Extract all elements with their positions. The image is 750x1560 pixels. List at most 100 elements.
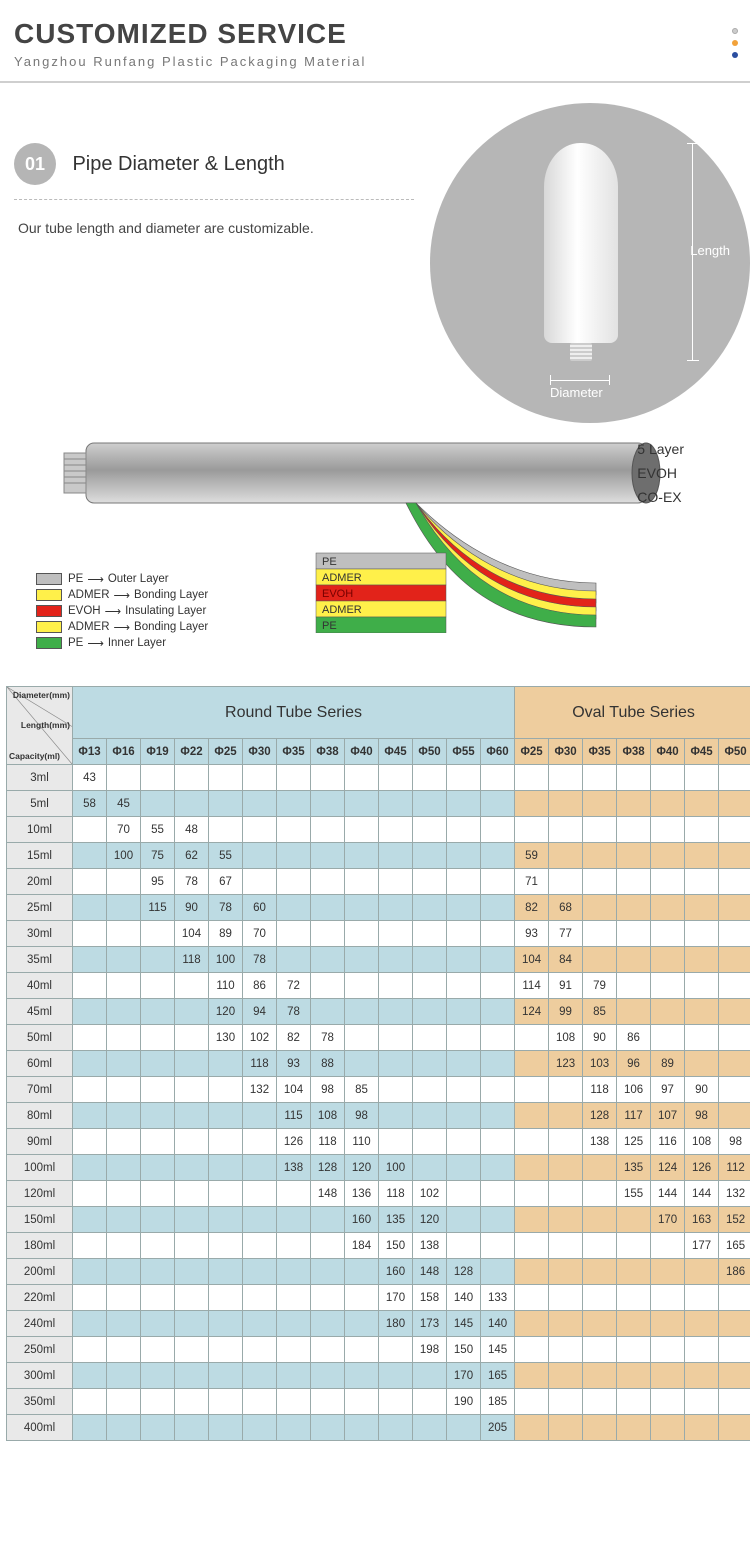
round-cell: 170 [447,1363,481,1389]
round-cell [413,973,447,999]
oval-cell: 108 [549,1025,583,1051]
arrow-icon: ⟶ [114,588,131,602]
oval-cell: 98 [685,1103,719,1129]
oval-cell [583,921,617,947]
round-cell [311,791,345,817]
table-row: 5ml5845 [7,791,750,817]
oval-cell: 99 [549,999,583,1025]
col-header-round: Φ55 [447,739,481,765]
oval-cell: 107 [651,1103,685,1129]
round-cell [481,921,515,947]
oval-cell [549,1337,583,1363]
oval-cell [583,1337,617,1363]
round-cell: 138 [277,1155,311,1181]
round-cell [447,1077,481,1103]
legend-swatch [36,573,62,585]
round-cell [209,1389,243,1415]
col-header-round: Φ40 [345,739,379,765]
oval-cell: 82 [515,895,549,921]
round-cell [107,765,141,791]
oval-cell [515,1207,549,1233]
oval-cell: 90 [685,1077,719,1103]
round-cell [277,1207,311,1233]
oval-cell [651,1311,685,1337]
round-cell [447,947,481,973]
round-cell [141,947,175,973]
round-cell: 118 [379,1181,413,1207]
round-cell [413,843,447,869]
table-row: 350ml190185 [7,1389,750,1415]
round-cell: 78 [175,869,209,895]
round-cell: 110 [345,1129,379,1155]
round-cell [447,1233,481,1259]
oval-cell: 128 [583,1103,617,1129]
round-cell [141,1129,175,1155]
round-cell [413,817,447,843]
round-cell: 89 [209,921,243,947]
round-cell [73,1337,107,1363]
round-cell [141,921,175,947]
oval-cell [583,1285,617,1311]
round-cell [175,1207,209,1233]
table-row: 50ml13010282781089086 [7,1025,750,1051]
round-cell [413,765,447,791]
round-cell: 102 [243,1025,277,1051]
oval-cell [685,1363,719,1389]
round-cell [277,921,311,947]
round-cell [141,1103,175,1129]
oval-cell [685,1389,719,1415]
round-cell [413,947,447,973]
round-cell [107,1207,141,1233]
round-cell [277,1233,311,1259]
round-cell: 55 [141,817,175,843]
oval-cell: 79 [583,973,617,999]
diag-label-diameter: Diameter(mm) [13,691,70,700]
round-cell: 145 [481,1337,515,1363]
capacity-cell: 240ml [7,1311,73,1337]
round-cell: 104 [277,1077,311,1103]
oval-cell [719,999,750,1025]
tube-illustration: Length Diameter [430,103,750,423]
oval-cell [583,817,617,843]
round-cell [379,843,413,869]
round-cell [175,973,209,999]
round-cell [413,1103,447,1129]
round-cell [413,895,447,921]
oval-cell [719,1337,750,1363]
oval-cell [617,895,651,921]
round-cell [243,869,277,895]
oval-cell: 116 [651,1129,685,1155]
capacity-cell: 400ml [7,1415,73,1441]
col-header-round: Φ60 [481,739,515,765]
round-cell [141,1259,175,1285]
round-cell: 115 [141,895,175,921]
round-cell [481,999,515,1025]
round-cell: 110 [209,973,243,999]
round-cell [73,1233,107,1259]
oval-cell [515,817,549,843]
oval-cell: 108 [685,1129,719,1155]
round-cell [73,1259,107,1285]
col-header-round: Φ50 [413,739,447,765]
col-header-round: Φ30 [243,739,277,765]
round-cell [447,973,481,999]
col-header-round: Φ13 [73,739,107,765]
oval-cell [549,1103,583,1129]
round-cell [175,1259,209,1285]
table-row: 10ml705548 [7,817,750,843]
round-cell [413,1363,447,1389]
round-cell: 130 [209,1025,243,1051]
oval-cell [515,1051,549,1077]
size-table: Diameter(mm)Length(mm)Capacity(ml)Round … [6,686,750,1441]
round-cell [175,1155,209,1181]
round-cell [141,999,175,1025]
oval-cell [719,947,750,973]
round-cell [277,1415,311,1441]
capacity-cell: 30ml [7,921,73,947]
round-cell [413,1077,447,1103]
oval-cell [651,765,685,791]
round-cell: 67 [209,869,243,895]
capacity-cell: 300ml [7,1363,73,1389]
round-cell: 165 [481,1363,515,1389]
round-cell [141,1337,175,1363]
